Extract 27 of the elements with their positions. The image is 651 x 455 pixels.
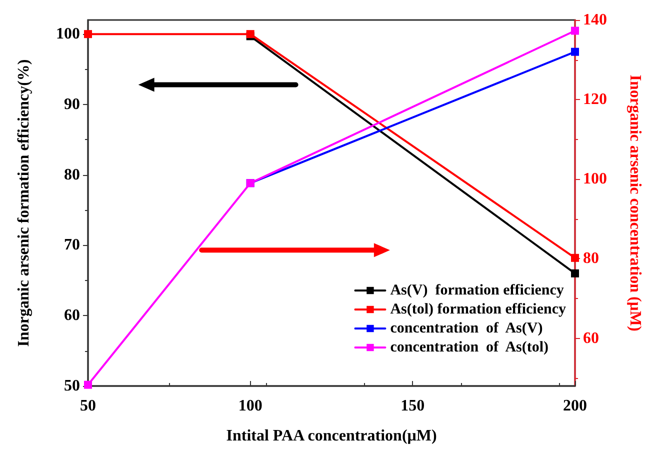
- y2-tick-label: 140: [583, 12, 607, 28]
- x-axis-title: Intital PAA concentration(μM): [226, 428, 437, 444]
- point: [84, 30, 92, 38]
- legend-label: As(V) formation efficiency: [390, 282, 564, 298]
- x-tick-label: 100: [238, 398, 262, 414]
- y2-tick-label: 80: [583, 250, 599, 268]
- point: [571, 48, 579, 56]
- point: [571, 269, 579, 278]
- y-tick-label: 100: [56, 26, 80, 43]
- y-tick-label: 90: [64, 96, 80, 113]
- legend-label: concentration of As(tol): [390, 340, 549, 356]
- y-axis-title: Inorganic arsenic formation efficiency(%): [16, 59, 32, 347]
- legend-label: As(tol) formation efficiency: [390, 302, 566, 318]
- y2-tick-label: 60: [583, 330, 599, 347]
- y2-tick-label: 120: [583, 91, 607, 108]
- x-tick-label: 150: [400, 398, 425, 414]
- y-tick-label: 80: [64, 166, 80, 184]
- x-tick-label: 50: [80, 398, 96, 414]
- legend-label: concentration of As(V): [390, 320, 543, 336]
- point: [571, 254, 579, 262]
- y-tick-label: 60: [64, 307, 80, 324]
- y2-tick-label: 100: [583, 170, 607, 188]
- y-tick-label: 70: [64, 236, 80, 254]
- y-tick-label: 50: [64, 378, 80, 394]
- x-tick-label: 200: [563, 398, 587, 414]
- point: [571, 26, 579, 35]
- y2-axis-title: Inorganic arsenic concentration (μM): [626, 74, 644, 332]
